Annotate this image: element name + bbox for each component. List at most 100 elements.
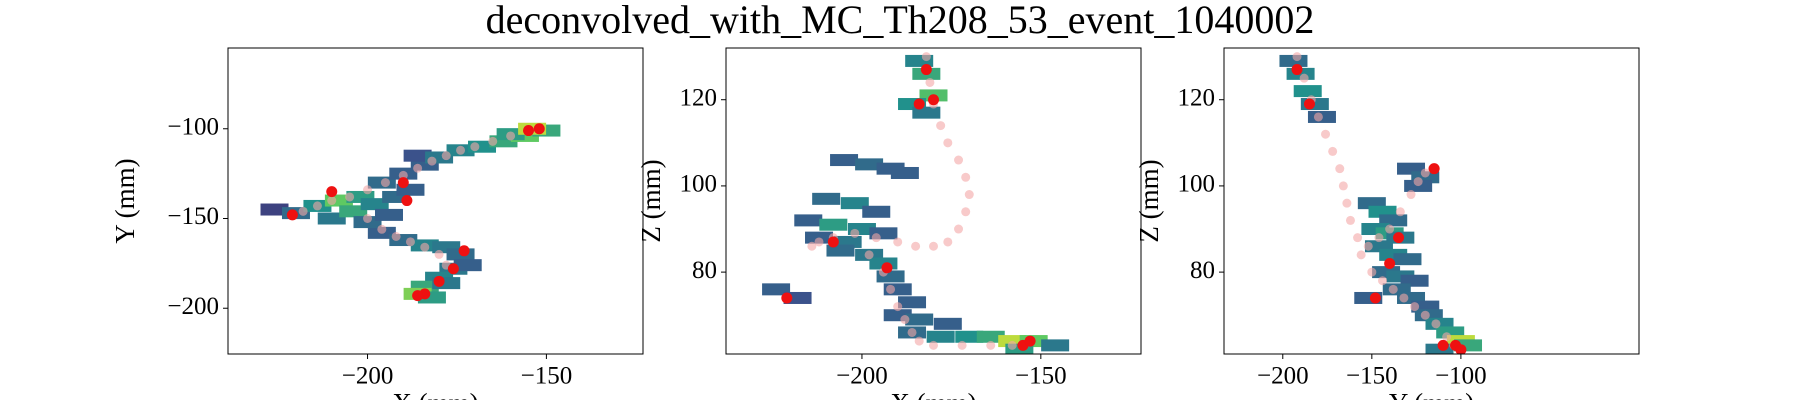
y-tick-label: 80 bbox=[692, 257, 717, 284]
hit-point bbox=[1291, 64, 1303, 76]
track-point bbox=[1406, 190, 1416, 200]
track-point bbox=[1353, 233, 1363, 243]
track-point bbox=[954, 155, 964, 165]
heat-cell bbox=[1393, 253, 1422, 266]
track-point bbox=[1363, 241, 1373, 251]
track-point bbox=[312, 201, 322, 211]
axes-frame bbox=[227, 47, 644, 355]
track-point bbox=[363, 185, 373, 195]
heat-cell bbox=[374, 208, 403, 221]
heat-cell bbox=[1379, 248, 1408, 261]
track-point bbox=[413, 163, 423, 173]
hit-point bbox=[401, 195, 413, 207]
track-point bbox=[1335, 164, 1345, 174]
track-point bbox=[377, 224, 387, 234]
track-point bbox=[964, 190, 974, 200]
heat-cell bbox=[403, 149, 432, 162]
x-axis-label: Y (mm) bbox=[1389, 388, 1474, 400]
track-point bbox=[929, 340, 938, 350]
track-point bbox=[1413, 177, 1423, 187]
heat-cell bbox=[933, 317, 962, 330]
heat-cell bbox=[453, 259, 482, 272]
heat-cell bbox=[826, 244, 855, 257]
hit-point bbox=[397, 177, 409, 189]
track-point bbox=[488, 136, 498, 146]
track-point bbox=[936, 121, 946, 131]
track-point bbox=[391, 231, 401, 241]
x-axis-label: X (mm) bbox=[392, 388, 478, 400]
hit-point bbox=[286, 209, 298, 221]
x-tick-label: −150 bbox=[1015, 363, 1067, 390]
track-point bbox=[1007, 340, 1017, 350]
heat-cell bbox=[855, 158, 884, 171]
track-point bbox=[298, 206, 308, 216]
track-point bbox=[1385, 224, 1395, 234]
track-point bbox=[900, 315, 910, 325]
heat-cell bbox=[360, 198, 389, 211]
heat-cell bbox=[890, 166, 919, 179]
track-point bbox=[1313, 112, 1323, 122]
track-point bbox=[943, 237, 953, 247]
x-tick-label: −150 bbox=[521, 363, 573, 390]
heat-cell bbox=[762, 283, 791, 296]
figure-title: deconvolved_with_MC_Th208_53_event_10400… bbox=[486, 0, 1315, 42]
heat-cell bbox=[976, 330, 1005, 343]
track-point bbox=[1338, 181, 1348, 191]
hit-point bbox=[447, 263, 459, 275]
hit-point bbox=[913, 98, 925, 110]
track-point bbox=[954, 224, 964, 234]
y-tick-label: 120 bbox=[680, 84, 718, 111]
hit-point bbox=[412, 290, 424, 302]
hit-point bbox=[523, 125, 535, 137]
heat-cell bbox=[1293, 85, 1322, 98]
hit-point bbox=[928, 94, 939, 106]
heat-cell bbox=[819, 218, 848, 231]
track-point bbox=[441, 151, 451, 161]
track-point bbox=[420, 242, 430, 252]
y-axis-label: Z (mm) bbox=[1134, 159, 1164, 242]
heat-cell bbox=[898, 296, 927, 309]
y-tick-label: 80 bbox=[1190, 257, 1215, 284]
hit-point bbox=[827, 236, 839, 248]
heat-cell bbox=[260, 203, 289, 216]
track-point bbox=[1442, 332, 1452, 342]
track-point bbox=[1299, 73, 1309, 83]
track-point bbox=[850, 228, 860, 238]
y-tick-label: −100 bbox=[167, 113, 219, 140]
track-point bbox=[893, 302, 903, 312]
track-point bbox=[807, 241, 817, 251]
track-point bbox=[1420, 168, 1430, 178]
track-point bbox=[1374, 233, 1384, 243]
hit-point bbox=[1428, 163, 1440, 175]
x-tick-label: −200 bbox=[1257, 363, 1309, 390]
track-point bbox=[1367, 267, 1377, 277]
y-tick-label: −150 bbox=[167, 203, 219, 230]
heat-cell bbox=[339, 205, 368, 218]
x-tick-label: −100 bbox=[1435, 363, 1487, 390]
heat-cell bbox=[912, 106, 941, 119]
hit-point bbox=[1303, 98, 1315, 110]
track-point bbox=[943, 138, 953, 148]
heat-cell bbox=[905, 313, 934, 326]
hit-point bbox=[433, 275, 445, 287]
hit-point bbox=[781, 292, 793, 304]
track-point bbox=[1399, 293, 1409, 303]
heat-cell bbox=[794, 214, 823, 227]
track-point bbox=[961, 172, 971, 182]
y-tick-label: 100 bbox=[1178, 171, 1216, 198]
track-point bbox=[1395, 207, 1405, 217]
track-point bbox=[1342, 198, 1352, 208]
track-point bbox=[434, 249, 444, 259]
y-axis-label: Z (mm) bbox=[636, 159, 666, 242]
plot-area bbox=[762, 52, 1070, 354]
track-point bbox=[470, 142, 480, 152]
axes-frame bbox=[725, 47, 1142, 355]
track-point bbox=[327, 196, 337, 206]
track-point bbox=[363, 213, 373, 223]
heat-cell bbox=[862, 205, 891, 218]
heat-cell bbox=[830, 154, 859, 167]
plot-area bbox=[1279, 52, 1483, 354]
x-tick-label: −200 bbox=[342, 363, 394, 390]
track-point bbox=[1356, 250, 1366, 260]
